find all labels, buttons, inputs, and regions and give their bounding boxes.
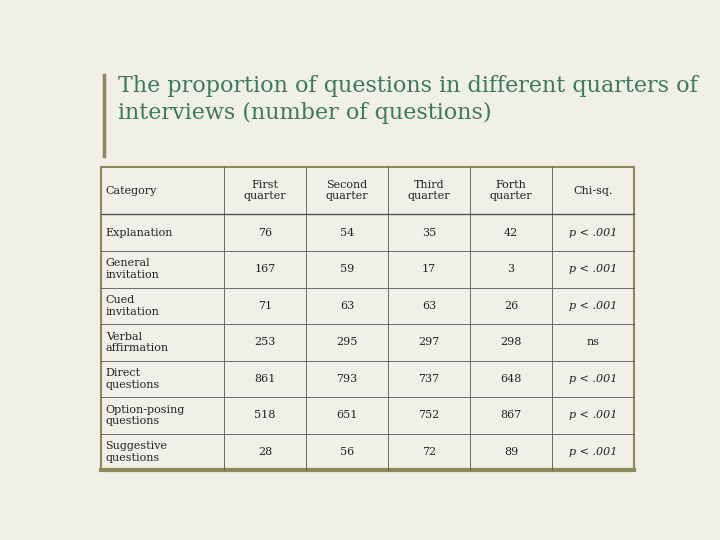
Text: 295: 295 xyxy=(336,338,358,347)
Text: The proportion of questions in different quarters of
interviews (number of quest: The proportion of questions in different… xyxy=(118,75,698,124)
Text: Direct
questions: Direct questions xyxy=(106,368,160,390)
Text: p < .001: p < .001 xyxy=(569,410,617,421)
Text: 42: 42 xyxy=(504,228,518,238)
Text: 648: 648 xyxy=(500,374,522,384)
Text: Forth
quarter: Forth quarter xyxy=(490,180,532,201)
Text: p < .001: p < .001 xyxy=(569,228,617,238)
Text: 26: 26 xyxy=(504,301,518,311)
Text: 54: 54 xyxy=(340,228,354,238)
Text: 298: 298 xyxy=(500,338,522,347)
Text: ns: ns xyxy=(587,338,600,347)
Text: p < .001: p < .001 xyxy=(569,447,617,457)
Text: Chi-sq.: Chi-sq. xyxy=(573,186,613,195)
Text: 253: 253 xyxy=(254,338,276,347)
Text: 752: 752 xyxy=(418,410,440,421)
Text: 861: 861 xyxy=(254,374,276,384)
Text: 63: 63 xyxy=(422,301,436,311)
Text: Category: Category xyxy=(106,186,157,195)
Text: 72: 72 xyxy=(422,447,436,457)
Text: 867: 867 xyxy=(500,410,522,421)
Text: 793: 793 xyxy=(336,374,358,384)
Text: Second
quarter: Second quarter xyxy=(325,180,369,201)
Text: 59: 59 xyxy=(340,264,354,274)
Text: 35: 35 xyxy=(422,228,436,238)
Text: 17: 17 xyxy=(422,264,436,274)
Text: Option-posing
questions: Option-posing questions xyxy=(106,404,185,426)
Text: 167: 167 xyxy=(254,264,276,274)
Text: 56: 56 xyxy=(340,447,354,457)
Text: 89: 89 xyxy=(504,447,518,457)
Text: 518: 518 xyxy=(254,410,276,421)
Text: 71: 71 xyxy=(258,301,272,311)
Text: p < .001: p < .001 xyxy=(569,374,617,384)
Text: General
invitation: General invitation xyxy=(106,259,160,280)
Text: 737: 737 xyxy=(418,374,440,384)
Text: Explanation: Explanation xyxy=(106,228,173,238)
Text: Third
quarter: Third quarter xyxy=(408,180,451,201)
Text: p < .001: p < .001 xyxy=(569,301,617,311)
Text: First
quarter: First quarter xyxy=(244,180,287,201)
Text: 28: 28 xyxy=(258,447,272,457)
Text: 3: 3 xyxy=(508,264,515,274)
Text: 76: 76 xyxy=(258,228,272,238)
Text: Cued
invitation: Cued invitation xyxy=(106,295,160,316)
Text: 297: 297 xyxy=(418,338,440,347)
Text: p < .001: p < .001 xyxy=(569,264,617,274)
Text: 63: 63 xyxy=(340,301,354,311)
Text: 651: 651 xyxy=(336,410,358,421)
Text: Suggestive
questions: Suggestive questions xyxy=(106,441,168,463)
Text: Verbal
affirmation: Verbal affirmation xyxy=(106,332,168,353)
